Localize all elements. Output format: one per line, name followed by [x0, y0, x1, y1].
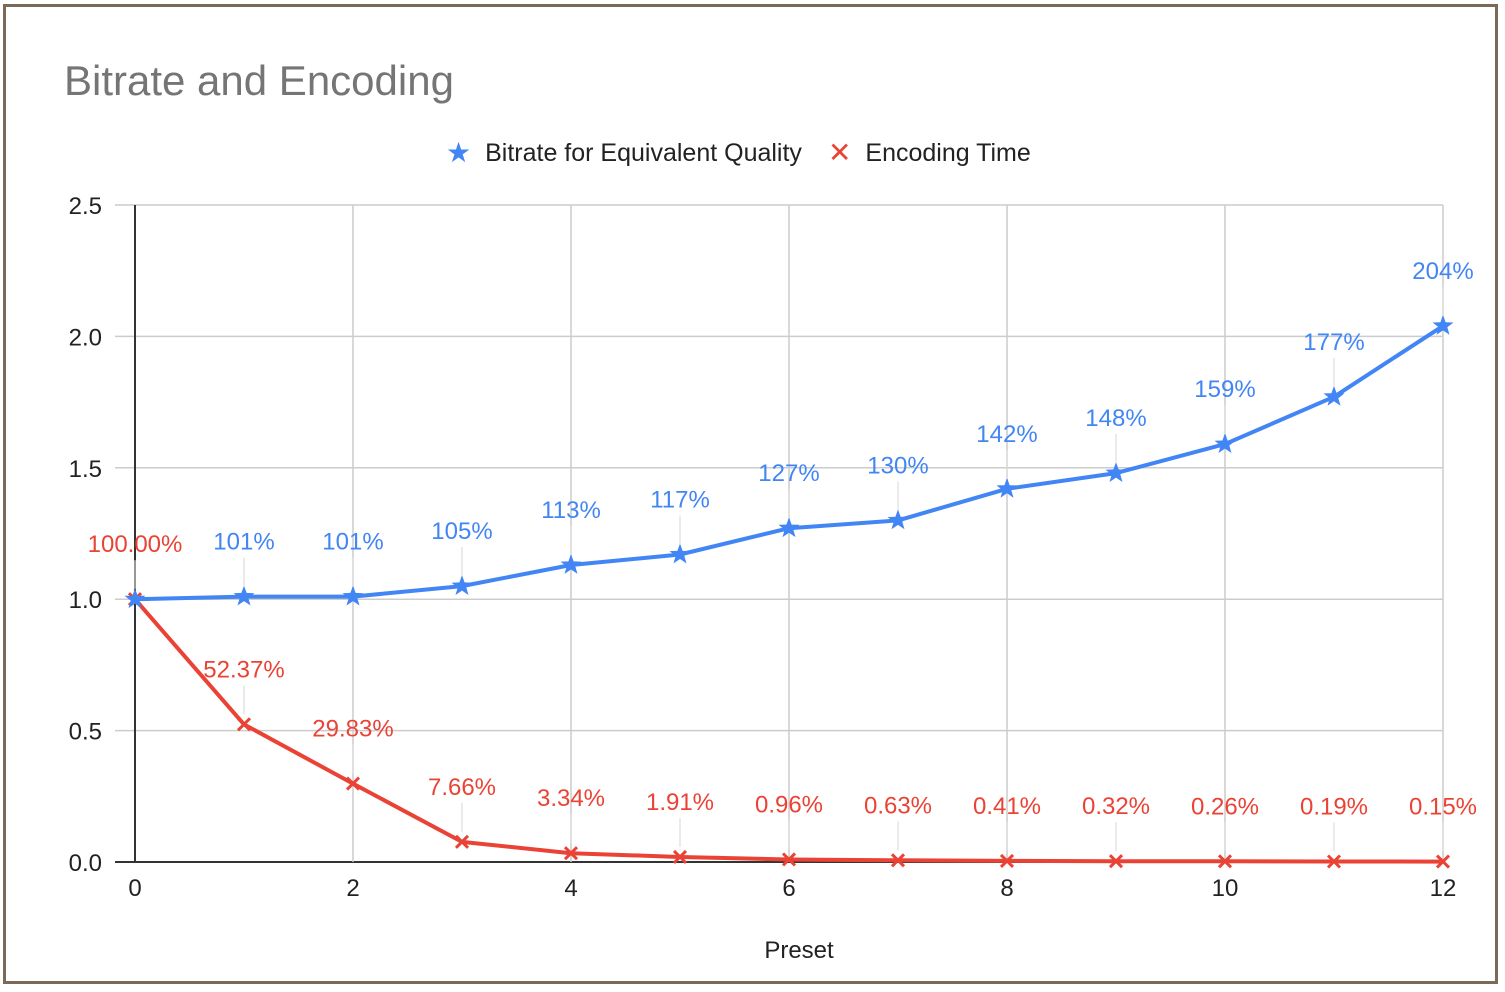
legend-item-encoding[interactable]: ✕ Encoding Time [828, 139, 1031, 168]
data-label: 1.91% [646, 789, 714, 816]
series-encoding-time: 100.00% 52.37% 29.83% 7.66% 3.34% 1.91% 0.96% 0… [88, 531, 1477, 869]
data-point-star [560, 554, 582, 574]
y-tick-label: 0.0 [69, 850, 102, 877]
x-tick-label: 0 [128, 875, 141, 902]
legend-label-encoding: Encoding Time [865, 138, 1031, 167]
data-point-x [890, 853, 906, 868]
data-label: 117% [650, 487, 710, 514]
data-label: 101% [322, 529, 383, 556]
legend-item-bitrate[interactable]: ★ Bitrate for Equivalent Quality [446, 139, 802, 168]
x-tick-label: 4 [564, 875, 577, 902]
x-tick-label: 2 [346, 875, 359, 902]
data-label: 7.66% [428, 774, 496, 801]
legend: ★ Bitrate for Equivalent Quality ✕ Encod… [446, 135, 1031, 171]
star-marker-icon: ★ [446, 137, 472, 168]
data-label: 52.37% [203, 656, 284, 683]
x-tick-label: 12 [1430, 875, 1457, 902]
data-point-star [1432, 314, 1454, 335]
data-point-star [669, 543, 691, 564]
data-point-star [1105, 462, 1127, 482]
y-tick-label: 1.0 [69, 587, 102, 614]
data-label: 142% [976, 421, 1037, 448]
data-point-star [996, 477, 1018, 498]
y-tick-label: 1.5 [69, 456, 102, 483]
data-point-x [236, 717, 252, 732]
data-label: 105% [431, 518, 492, 545]
data-label: 0.63% [864, 792, 932, 819]
data-label: 0.15% [1409, 794, 1477, 821]
data-point-x [672, 849, 688, 865]
data-point-star [887, 509, 909, 530]
x-tick-label: 10 [1212, 875, 1239, 902]
data-label: 113% [541, 497, 601, 524]
data-label: 177% [1303, 329, 1364, 356]
data-label: 101% [213, 529, 274, 556]
data-label: 204% [1412, 258, 1473, 285]
data-point-x [1326, 854, 1342, 869]
data-label: 148% [1085, 405, 1146, 432]
data-point-star [124, 588, 146, 609]
data-point-star [778, 517, 800, 538]
data-point-x [454, 834, 470, 849]
legend-label-bitrate: Bitrate for Equivalent Quality [485, 138, 802, 167]
y-tick-label: 2.0 [69, 324, 102, 351]
data-label: 127% [758, 460, 819, 487]
data-point-x [781, 852, 797, 867]
data-label: 100.00% [88, 531, 183, 558]
data-point-x [563, 846, 579, 861]
data-label: 0.41% [973, 793, 1041, 820]
data-point-x [1108, 854, 1124, 869]
data-point-star [342, 585, 364, 606]
x-tick-label: 6 [782, 875, 795, 902]
data-point-x [345, 776, 361, 791]
x-marker-icon: ✕ [827, 137, 852, 168]
data-label: 3.34% [537, 785, 605, 812]
y-tick-label: 0.5 [69, 719, 102, 746]
data-point-star [1214, 433, 1236, 453]
data-label: 130% [867, 452, 928, 479]
data-point-star [1323, 385, 1345, 406]
data-label: 0.32% [1082, 793, 1150, 820]
x-axis-title: Preset [764, 937, 834, 964]
data-label: 0.26% [1191, 793, 1259, 820]
data-point-star [233, 585, 255, 606]
data-point-star [451, 575, 473, 595]
chart-title: Bitrate and Encoding [64, 57, 454, 104]
data-label: 159% [1194, 376, 1255, 403]
data-label: 0.19% [1300, 794, 1368, 821]
data-label: 29.83% [312, 716, 393, 743]
chart-frame: Bitrate and Encoding ★ Bitrate for Equiv… [3, 4, 1498, 984]
y-tick-label: 2.5 [69, 193, 102, 220]
x-tick-label: 8 [1000, 875, 1013, 902]
series-bitrate: 101% 101% 105% 113% 117% 127% 130% 142% 148% 159%… [124, 258, 1474, 609]
data-label: 0.96% [755, 791, 823, 818]
data-point-x [1217, 854, 1233, 869]
data-point-x [1435, 854, 1451, 869]
data-point-x [999, 853, 1015, 868]
